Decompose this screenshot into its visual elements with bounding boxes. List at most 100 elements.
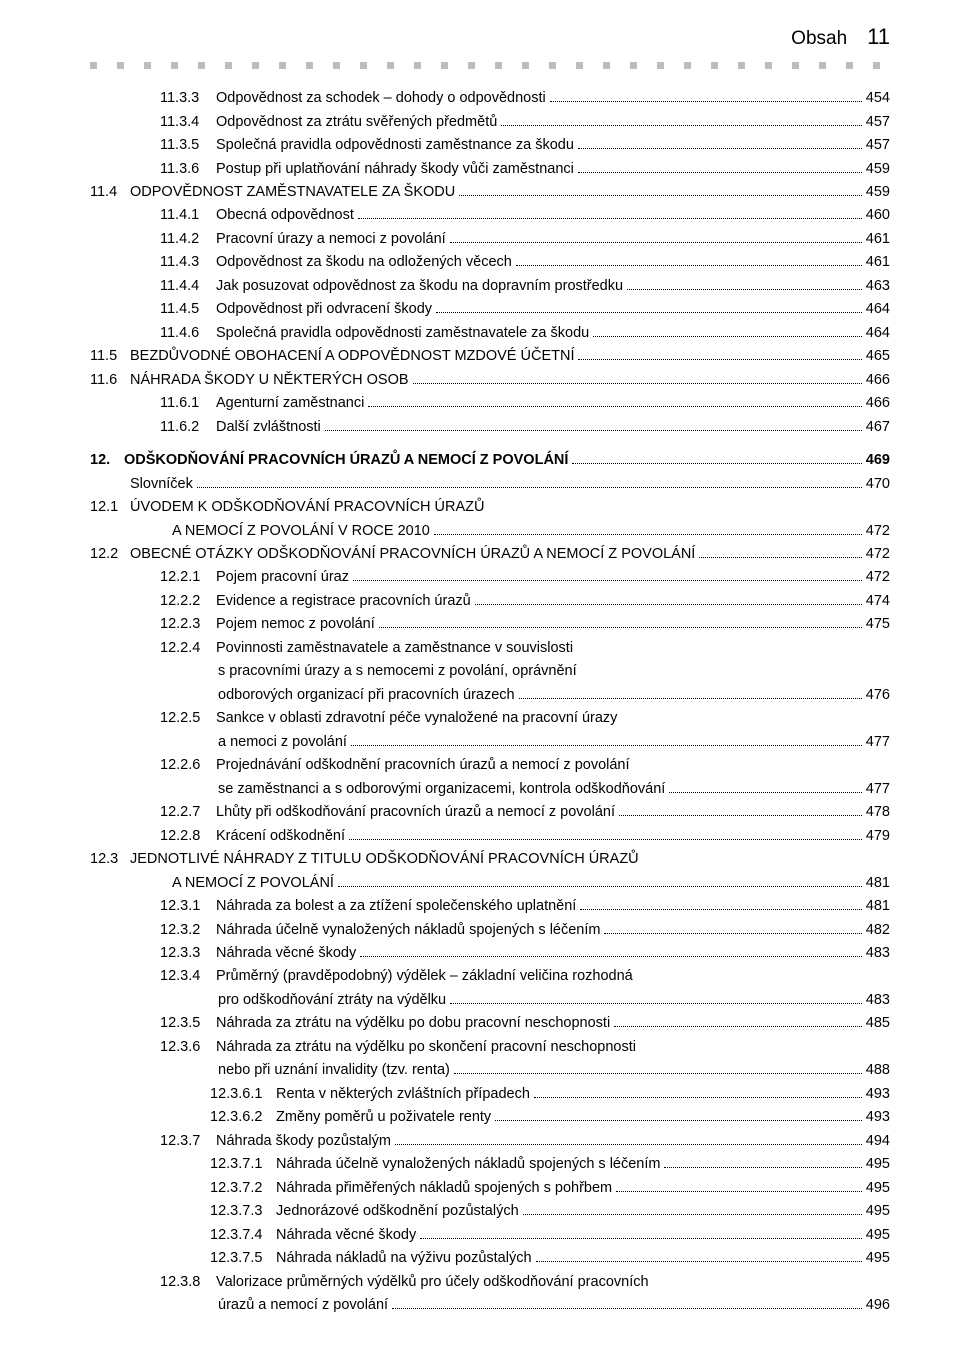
toc-entry: s pracovními úrazy a s nemocemi z povolá… (90, 660, 890, 682)
toc-number: 11.3.5 (160, 134, 216, 156)
toc-text: Obecná odpovědnost (216, 204, 354, 226)
toc-page: 457 (866, 111, 890, 133)
toc-text: JEDNOTLIVÉ NÁHRADY Z TITULU ODŠKODŇOVÁNÍ… (130, 848, 639, 870)
toc-page: 481 (866, 872, 890, 894)
toc-leader (325, 430, 862, 431)
toc-number: 12.3.7 (160, 1130, 216, 1152)
toc-text: Evidence a registrace pracovních úrazů (216, 590, 471, 612)
toc-text: Náhrada nákladů na výživu pozůstalých (276, 1247, 532, 1269)
toc-page: 466 (866, 392, 890, 414)
toc-text: Náhrada účelně vynaložených nákladů spoj… (216, 919, 600, 941)
toc-entry: 11.4.4Jak posuzovat odpovědnost za škodu… (90, 275, 890, 297)
toc-entry: 11.3.4Odpovědnost za ztrátu svěřených př… (90, 111, 890, 133)
toc-leader (578, 359, 861, 360)
toc-text: Odpovědnost za škodu na odložených věcec… (216, 251, 512, 273)
toc-text: ODŠKODŇOVÁNÍ PRACOVNÍCH ÚRAZŮ A NEMOCÍ Z… (124, 449, 568, 471)
toc-entry: 12.3.7.4Náhrada věcné škody495 (90, 1224, 890, 1246)
toc-text: Odpovědnost za schodek – dohody o odpově… (216, 87, 546, 109)
toc-number: 12.2.4 (160, 637, 216, 659)
toc-entry: 11.3.5Společná pravidla odpovědnosti zam… (90, 134, 890, 156)
toc-page: 495 (866, 1177, 890, 1199)
toc-text: Náhrada přiměřených nákladů spojených s … (276, 1177, 612, 1199)
toc-page: 461 (866, 251, 890, 273)
toc-leader (349, 839, 862, 840)
toc-page: 460 (866, 204, 890, 226)
toc-entry: 12.2OBECNÉ OTÁZKY ODŠKODŇOVÁNÍ PRACOVNÍC… (90, 543, 890, 565)
toc-entry: 12.2.3Pojem nemoc z povolání475 (90, 613, 890, 635)
toc-entry: 12.3.1Náhrada za bolest a za ztížení spo… (90, 895, 890, 917)
toc-entry: pro odškodňování ztráty na výdělku483 (90, 989, 890, 1011)
toc-number: 12.2.5 (160, 707, 216, 729)
toc-number: 12.3.7.1 (210, 1153, 276, 1175)
toc-leader (358, 218, 862, 219)
toc-text: Jednorázové odškodnění pozůstalých (276, 1200, 519, 1222)
toc-number: 12.3.6.2 (210, 1106, 276, 1128)
toc-text: Náhrada věcné škody (276, 1224, 416, 1246)
toc-text: Slovníček (130, 473, 193, 495)
page-header: Obsah 11 (90, 20, 890, 54)
toc-text: Odpovědnost při odvracení škody (216, 298, 432, 320)
header-title: Obsah (791, 24, 847, 53)
toc-entry: 12.3.7.3Jednorázové odškodnění pozůstalý… (90, 1200, 890, 1222)
toc-number: 11.4.1 (160, 204, 216, 226)
toc-page: 464 (866, 298, 890, 320)
toc-number: 12.3.7.5 (210, 1247, 276, 1269)
toc-number: 12.3.2 (160, 919, 216, 941)
toc-entry: 11.4.6Společná pravidla odpovědnosti zam… (90, 322, 890, 344)
toc-text: OBECNÉ OTÁZKY ODŠKODŇOVÁNÍ PRACOVNÍCH ÚR… (130, 543, 695, 565)
toc-text: Pracovní úrazy a nemoci z povolání (216, 228, 446, 250)
toc-page: 472 (866, 520, 890, 542)
toc-text: A NEMOCÍ Z POVOLÁNÍ V ROCE 2010 (172, 520, 430, 542)
toc-page: 477 (866, 731, 890, 753)
toc-leader (351, 745, 862, 746)
toc-text: Náhrada věcné škody (216, 942, 356, 964)
toc-leader (501, 125, 862, 126)
toc-leader (580, 909, 861, 910)
toc-text: Náhrada škody pozůstalým (216, 1130, 391, 1152)
toc-entry: 12.3JEDNOTLIVÉ NÁHRADY Z TITULU ODŠKODŇO… (90, 848, 890, 870)
toc-entry: 12.ODŠKODŇOVÁNÍ PRACOVNÍCH ÚRAZŮ A NEMOC… (90, 449, 890, 471)
toc-number: 11.4.5 (160, 298, 216, 320)
toc-leader (604, 933, 861, 934)
toc-leader (197, 487, 862, 488)
toc-text: Náhrada za ztrátu na výdělku po skončení… (216, 1036, 636, 1058)
toc-text: a nemoci z povolání (218, 731, 347, 753)
toc-number: 12.3.5 (160, 1012, 216, 1034)
toc-number: 12.2 (90, 543, 130, 565)
toc-text: Valorizace průměrných výdělků pro účely … (216, 1271, 649, 1293)
toc-text: Pojem pracovní úraz (216, 566, 349, 588)
toc-entry: 12.2.1Pojem pracovní úraz472 (90, 566, 890, 588)
toc-number: 12.1 (90, 496, 130, 518)
toc-number: 11.4 (90, 181, 130, 203)
toc-leader (360, 956, 862, 957)
toc-text: BEZDŮVODNÉ OBOHACENÍ A ODPOVĚDNOST MZDOV… (130, 345, 574, 367)
toc-leader (578, 172, 862, 173)
toc-leader (669, 792, 861, 793)
toc-page: 483 (866, 942, 890, 964)
toc-text: Agenturní zaměstnanci (216, 392, 364, 414)
toc-number: 12.3.7.3 (210, 1200, 276, 1222)
toc-leader (420, 1238, 862, 1239)
toc-page: 476 (866, 684, 890, 706)
toc-page: 495 (866, 1200, 890, 1222)
toc-text: Odpovědnost za ztrátu svěřených předmětů (216, 111, 497, 133)
toc-text: Průměrný (pravděpodobný) výdělek – zákla… (216, 965, 633, 987)
toc-leader (495, 1120, 862, 1121)
dotted-divider (90, 62, 890, 69)
toc-text: odborových organizací při pracovních úra… (218, 684, 515, 706)
toc-entry: 12.2.2Evidence a registrace pracovních ú… (90, 590, 890, 612)
toc-text: Společná pravidla odpovědnosti zaměstnav… (216, 322, 589, 344)
toc-entry: 12.2.8Krácení odškodnění479 (90, 825, 890, 847)
toc-number: 12.3.4 (160, 965, 216, 987)
toc-entry: 11.4.5Odpovědnost při odvracení škody 464 (90, 298, 890, 320)
toc-page: 495 (866, 1247, 890, 1269)
toc-entry: 12.2.5Sankce v oblasti zdravotní péče vy… (90, 707, 890, 729)
toc-page: 479 (866, 825, 890, 847)
toc-entry: 12.3.8Valorizace průměrných výdělků pro … (90, 1271, 890, 1293)
toc-page: 496 (866, 1294, 890, 1316)
toc-number: 11.4.4 (160, 275, 216, 297)
toc-number: 12.3.8 (160, 1271, 216, 1293)
toc-page: 495 (866, 1153, 890, 1175)
toc-leader (627, 289, 862, 290)
toc-entry: 12.3.7.2Náhrada přiměřených nákladů spoj… (90, 1177, 890, 1199)
